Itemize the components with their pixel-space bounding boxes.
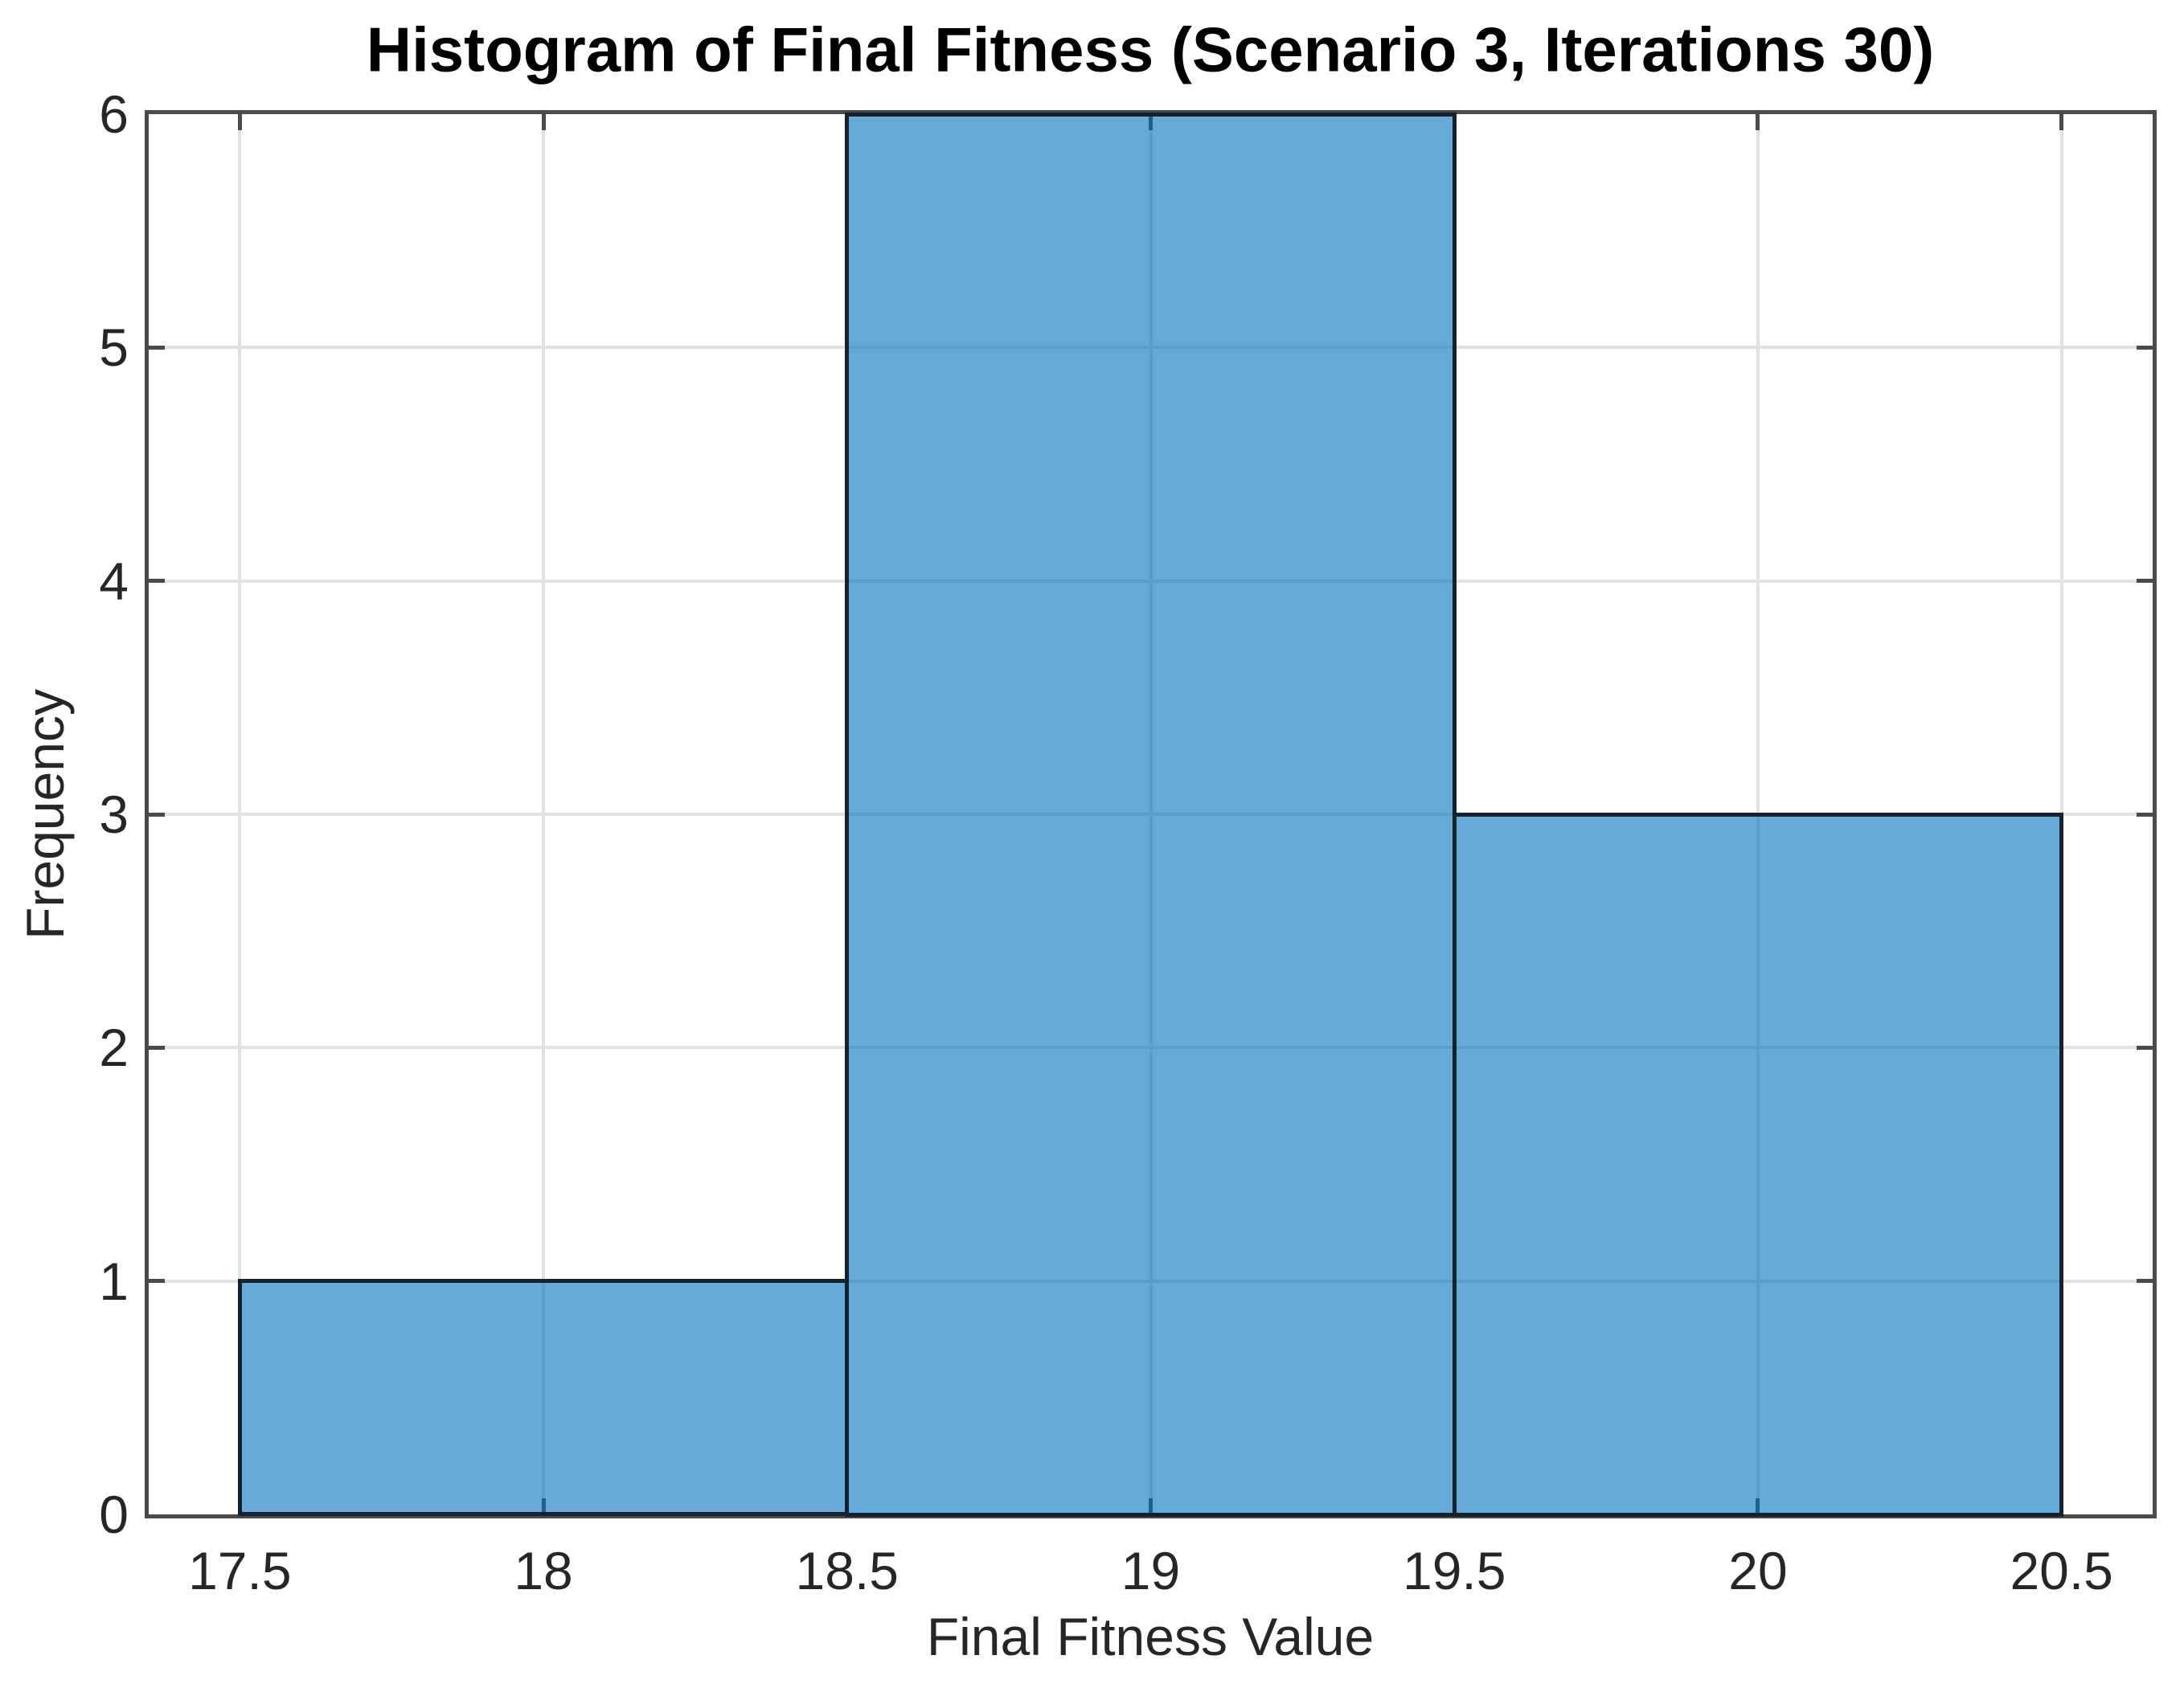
y-tick-label: 0 [99, 1485, 129, 1544]
y-tick-label: 3 [99, 785, 129, 844]
x-tick-label: 17.5 [188, 1541, 292, 1600]
y-tick-label: 6 [99, 84, 129, 144]
histogram-bar [237, 1279, 850, 1517]
y-tick-mark-right [2137, 579, 2153, 584]
plot-area [145, 110, 2157, 1518]
x-tick-mark-top [237, 114, 242, 130]
histogram-bar [845, 112, 1457, 1517]
y-axis-label: Frequency [15, 689, 75, 940]
y-tick-mark-right [2137, 812, 2153, 817]
y-tick-mark-left [149, 345, 165, 350]
x-axis-label: Final Fitness Value [926, 1607, 1375, 1666]
histogram-bar [1452, 812, 2064, 1517]
y-tick-label: 1 [99, 1251, 129, 1311]
y-tick-mark-left [149, 579, 165, 584]
x-tick-mark-top [1756, 114, 1760, 130]
y-tick-mark-left [149, 812, 165, 817]
y-tick-mark-right [2137, 345, 2153, 350]
y-tick-label: 5 [99, 318, 129, 378]
x-tick-label: 19 [1121, 1541, 1181, 1600]
x-tick-label: 18 [514, 1541, 573, 1600]
x-tick-label: 20 [1728, 1541, 1788, 1600]
x-tick-label: 18.5 [795, 1541, 899, 1600]
x-tick-label: 19.5 [1402, 1541, 1506, 1600]
y-tick-mark-right [2137, 1045, 2153, 1050]
y-tick-mark-left [149, 1279, 165, 1284]
x-tick-mark-top [541, 114, 546, 130]
chart-title: Histogram of Final Fitness (Scenario 3, … [366, 14, 1935, 85]
x-tick-mark-top [2059, 114, 2064, 130]
y-tick-mark-right [2137, 1279, 2153, 1284]
y-tick-mark-left [149, 1045, 165, 1050]
y-tick-label: 2 [99, 1018, 129, 1078]
y-tick-label: 4 [99, 551, 129, 611]
x-tick-label: 20.5 [2010, 1541, 2113, 1600]
